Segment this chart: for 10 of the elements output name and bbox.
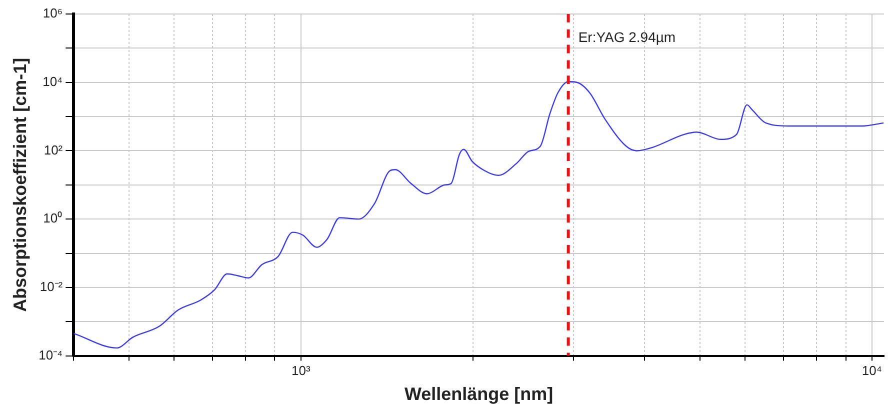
y-tick-label: 10⁻⁴: [38, 347, 63, 362]
y-tick-label: 10⁰: [43, 210, 63, 226]
y-tick-label: 10²: [44, 142, 64, 158]
y-tick-label: 10⁴: [42, 74, 63, 89]
y-tick-label: 10⁻²: [40, 279, 64, 294]
y-axis-title: Absorptionskoeffizient [cm-1]: [10, 58, 30, 312]
ref-line-label: Er:YAG 2.94µm: [578, 28, 676, 45]
x-tick-label: 10³: [291, 363, 311, 378]
x-axis-title: Wellenlänge [nm]: [404, 384, 554, 404]
y-tick-label: 10⁶: [42, 6, 63, 21]
